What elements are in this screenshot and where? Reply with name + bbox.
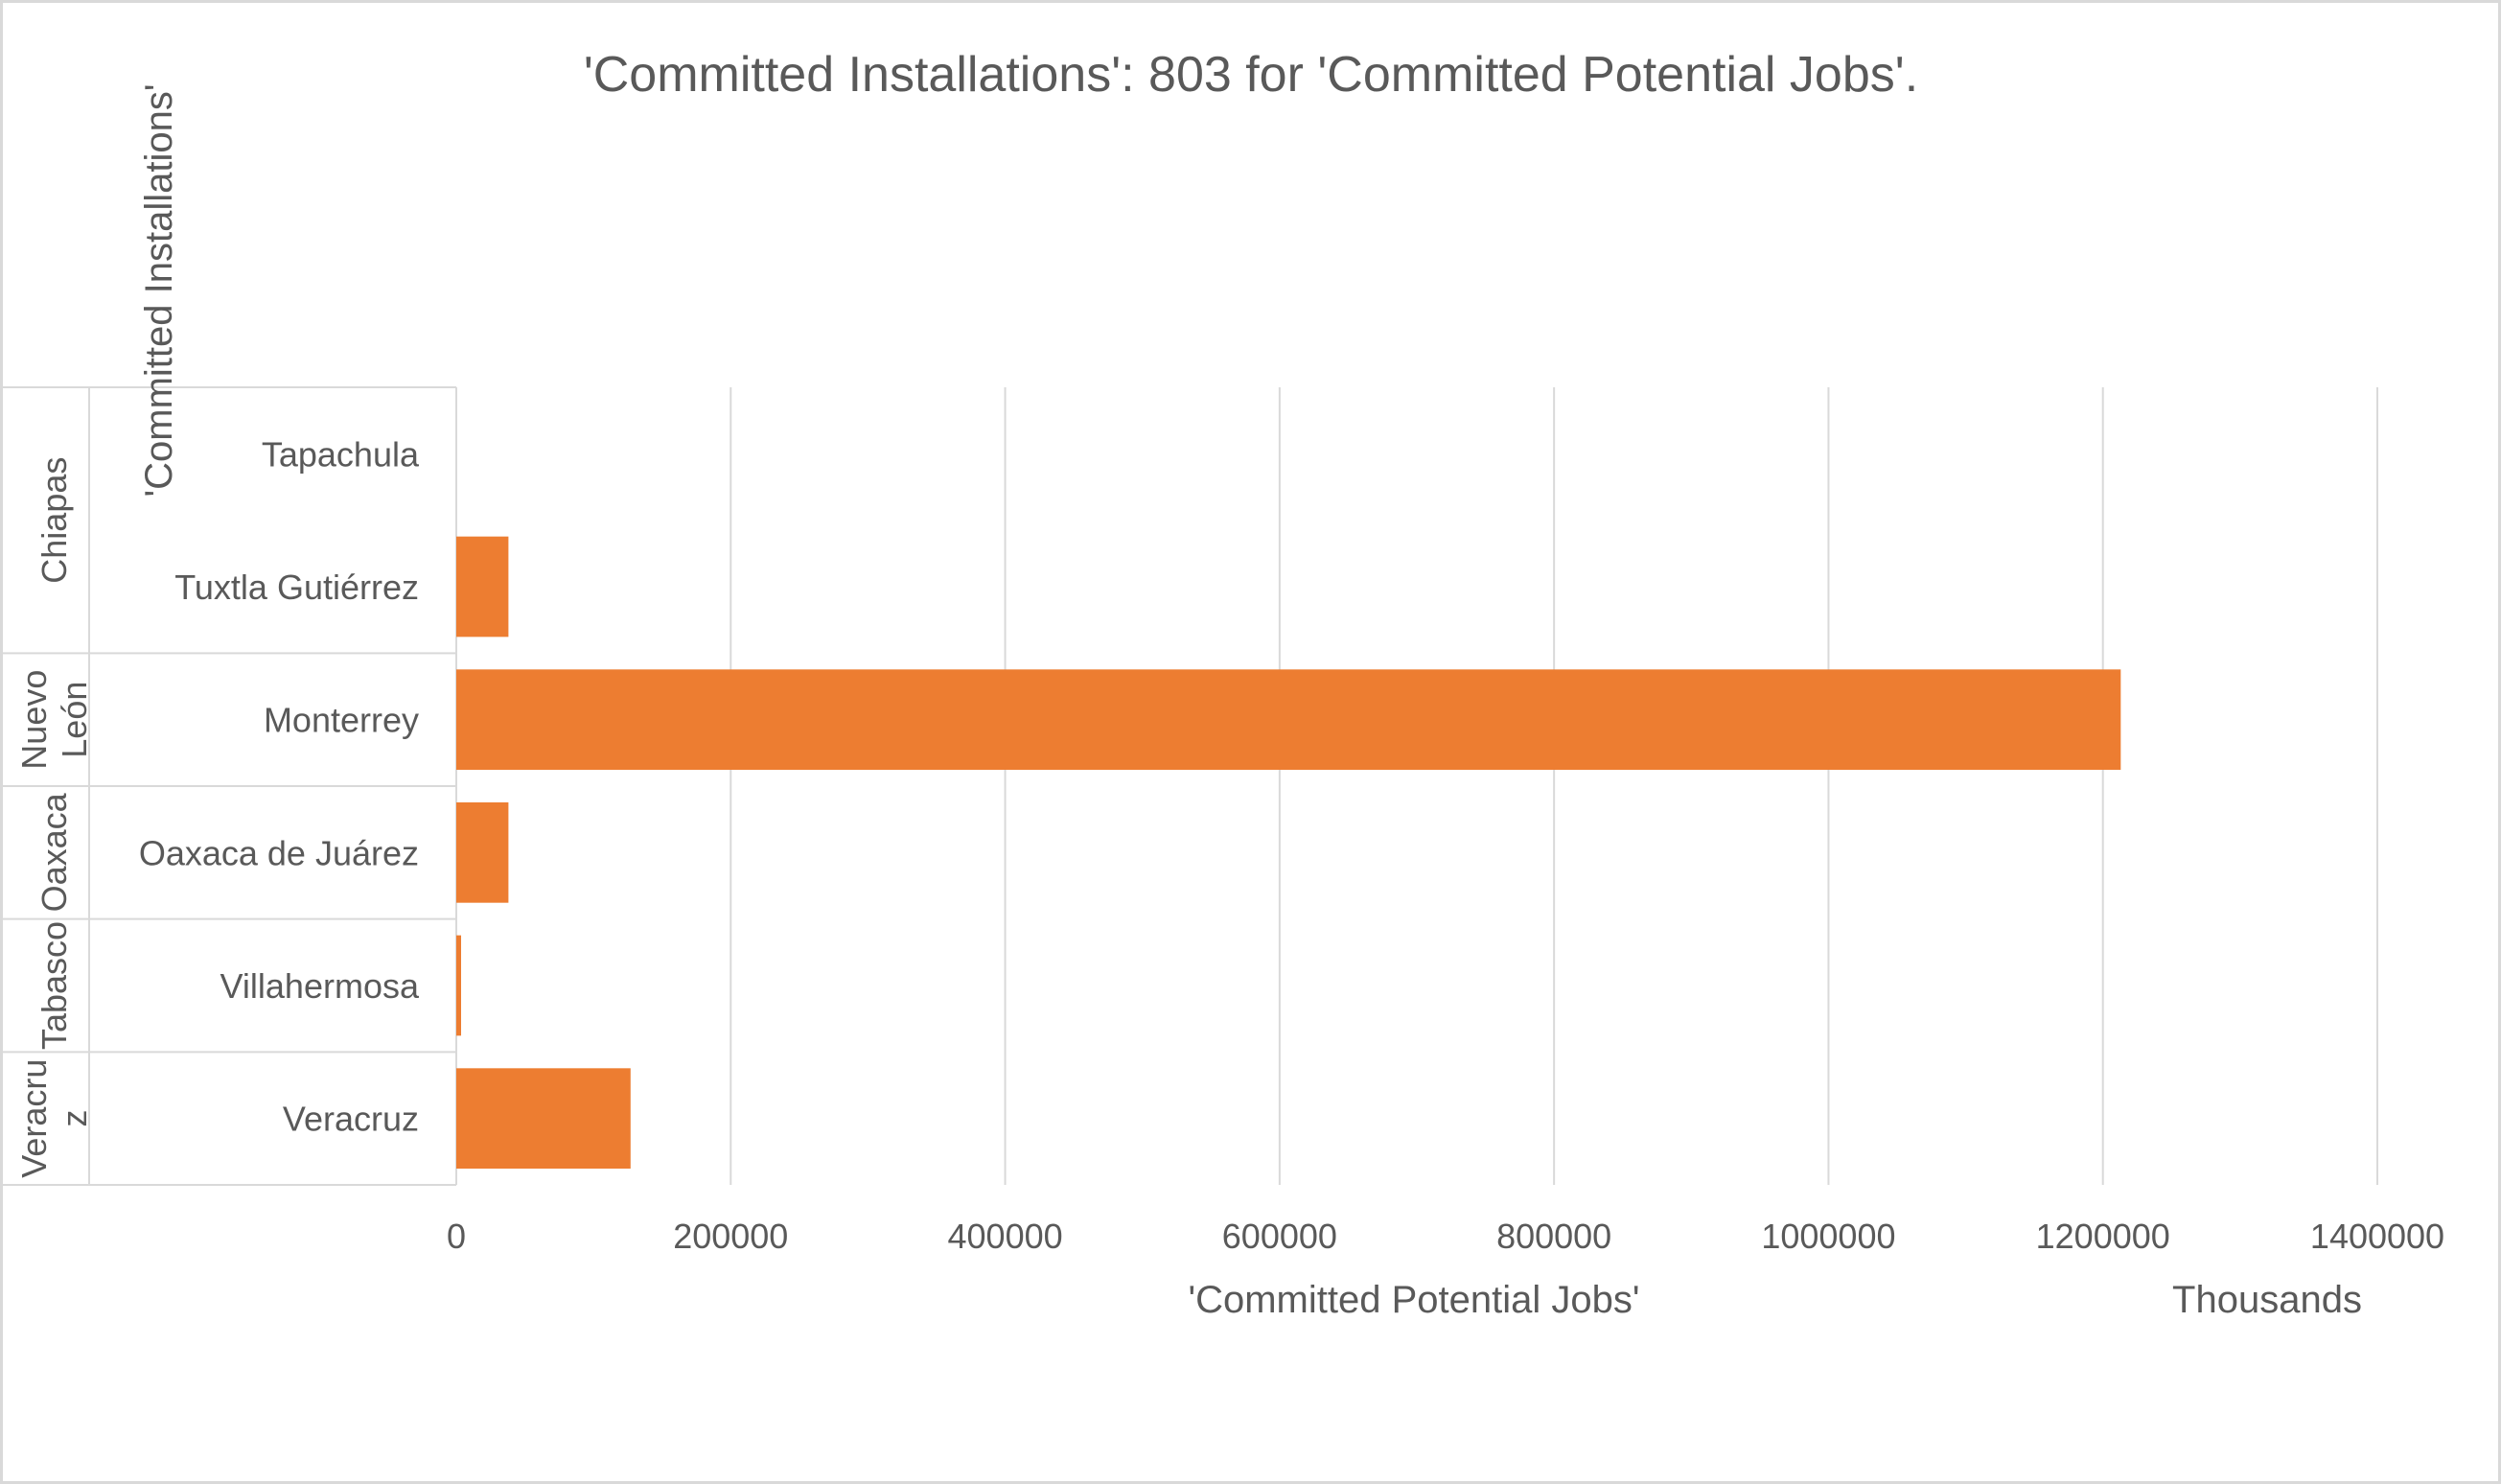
bar: [456, 536, 509, 638]
category-label: Villahermosa: [220, 966, 420, 1006]
category-label: Tapachula: [262, 434, 420, 474]
bars: [456, 536, 2121, 1170]
bar: [456, 669, 2121, 771]
bar: [456, 1068, 631, 1170]
category-label: Monterrey: [264, 701, 419, 740]
x-axis-unit-label: Thousands: [2172, 1279, 2362, 1321]
category-label: Tuxtla Gutiérrez: [174, 568, 419, 607]
x-axis-title: 'Committed Potential Jobs': [1188, 1279, 1639, 1321]
bar: [456, 935, 462, 1036]
group-label: z: [55, 1110, 94, 1127]
group-label: León: [55, 682, 94, 758]
x-tick-label: 1200000: [2036, 1217, 2170, 1256]
gridlines: [729, 387, 2378, 1185]
x-tick-labels: 0 200000 400000 600000 800000 1000000 1200000 1…: [447, 1217, 2444, 1256]
group-labels: Chiapas Nuevo León Oaxaca Tabasco Veracru z: [14, 457, 94, 1178]
x-tick-label: 200000: [673, 1217, 788, 1256]
category-label: Veracruz: [283, 1100, 419, 1139]
group-label: Nuevo: [14, 670, 54, 770]
bar-chart: 'Committed Installations': 803 for 'Comm…: [3, 47, 2444, 1321]
group-label: Oaxaca: [35, 792, 74, 912]
group-label: Tabasco: [35, 921, 74, 1050]
x-tick-label: 0: [447, 1217, 466, 1256]
x-tick-label: 400000: [948, 1217, 1063, 1256]
y-axis-title: 'Committed Installations': [138, 84, 180, 498]
group-label: Veracru: [14, 1059, 54, 1178]
x-tick-label: 800000: [1496, 1217, 1611, 1256]
x-tick-label: 600000: [1222, 1217, 1337, 1256]
category-axis-frame: [3, 386, 457, 1186]
group-label: Chiapas: [35, 457, 74, 584]
x-tick-label: 1400000: [2310, 1217, 2444, 1256]
category-label: Oaxaca de Juárez: [139, 833, 419, 872]
category-labels: Tapachula Tuxtla Gutiérrez Monterrey Oaxaca…: [139, 434, 420, 1138]
chart-title: 'Committed Installations': 803 for 'Comm…: [584, 47, 1918, 103]
x-tick-label: 1000000: [1761, 1217, 1895, 1256]
bar: [456, 801, 509, 903]
